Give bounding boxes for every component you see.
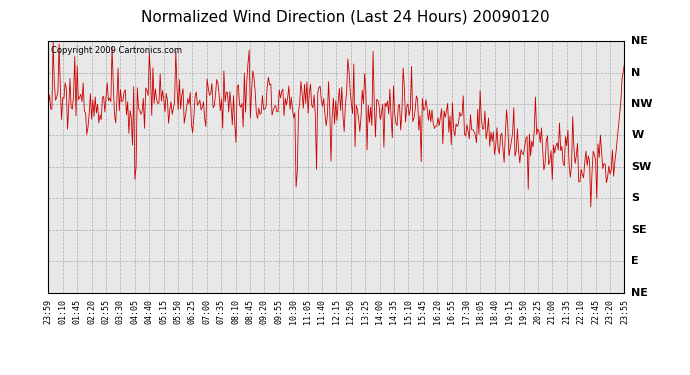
Text: Copyright 2009 Cartronics.com: Copyright 2009 Cartronics.com bbox=[51, 46, 182, 55]
Text: E: E bbox=[631, 256, 639, 266]
Text: NE: NE bbox=[631, 288, 649, 297]
Text: NW: NW bbox=[631, 99, 653, 109]
Text: W: W bbox=[631, 130, 644, 141]
Text: SW: SW bbox=[631, 162, 651, 172]
Text: SE: SE bbox=[631, 225, 647, 235]
Text: S: S bbox=[631, 193, 640, 203]
Text: NE: NE bbox=[631, 36, 649, 46]
Text: Normalized Wind Direction (Last 24 Hours) 20090120: Normalized Wind Direction (Last 24 Hours… bbox=[141, 9, 549, 24]
Text: N: N bbox=[631, 68, 640, 78]
